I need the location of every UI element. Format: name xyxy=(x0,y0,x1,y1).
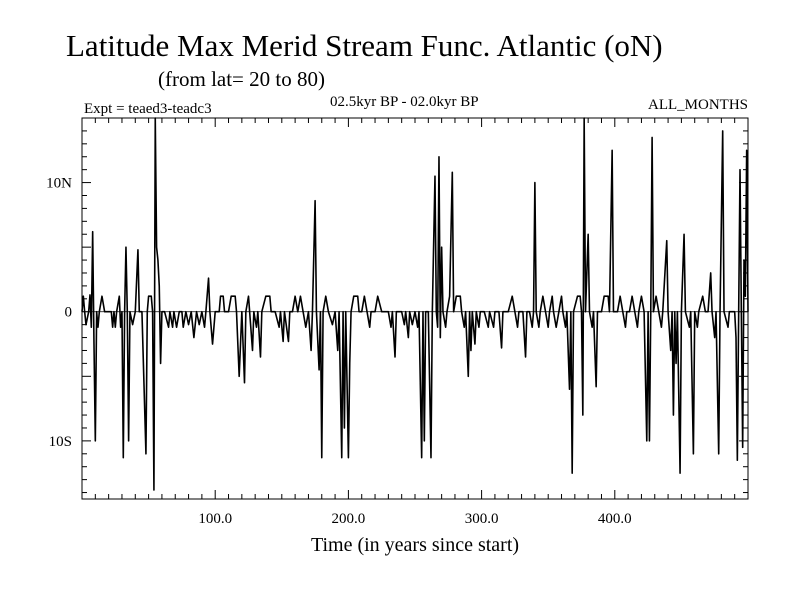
x-tick-label: 200.0 xyxy=(332,511,366,527)
chart-subtitle: (from lat= 20 to 80) xyxy=(158,67,325,91)
x-axis-label: Time (in years since start) xyxy=(311,534,519,556)
x-tick-labels: 100.0 200.0 300.0 400.0 xyxy=(198,511,631,527)
y-tick-labels: 10N 0 10S xyxy=(46,176,72,450)
months-label: ALL_MONTHS xyxy=(648,97,748,113)
y-axis-ticks xyxy=(82,117,748,494)
data-series-line xyxy=(81,117,749,491)
chart-title: Latitude Max Merid Stream Func. Atlantic… xyxy=(66,28,663,63)
y-tick-label: 0 xyxy=(65,305,73,321)
plot-frame xyxy=(81,117,749,500)
period-label: 02.5kyr BP - 02.0kyr BP xyxy=(330,94,479,110)
experiment-label: Expt = teaed3-teadc3 xyxy=(84,101,212,117)
y-tick-label: 10N xyxy=(46,176,72,192)
y-tick-label: 10S xyxy=(49,434,72,450)
x-tick-label: 100.0 xyxy=(198,511,232,527)
x-tick-label: 400.0 xyxy=(598,511,632,527)
x-tick-label: 300.0 xyxy=(465,511,499,527)
x-axis-ticks xyxy=(94,118,736,499)
